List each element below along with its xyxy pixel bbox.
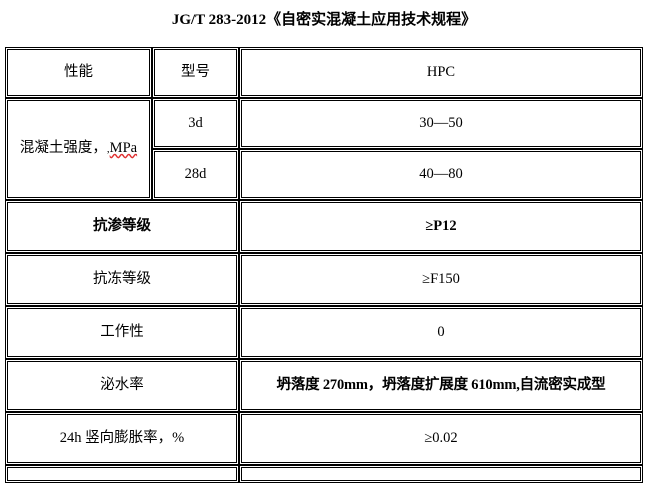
document-page: JG/T 283-2012《自密实混凝土应用技术规程》 性能 型号 HPC 混凝… — [5, 12, 643, 483]
cell-value-workability: 0 — [239, 306, 643, 359]
row-label-vertical-expansion-24h: 24h 竖向膨胀率，% — [5, 412, 239, 465]
row-label-bleeding-rate: 泌水率 — [5, 359, 239, 412]
clipped-row-label-cell — [5, 465, 239, 483]
cell-value-impermeability-grade: ≥P12 — [239, 200, 643, 253]
specification-table: 性能 型号 HPC 混凝土强度，,MPa 3d 30—50 28d 40—80 … — [5, 47, 643, 483]
row-label-concrete-strength: 混凝土强度，,MPa — [5, 98, 152, 200]
table-row: 抗渗等级 ≥P12 — [5, 200, 643, 253]
table-row-clipped — [5, 465, 643, 483]
table-row: 24h 竖向膨胀率，% ≥0.02 — [5, 412, 643, 465]
clipped-row-value-cell — [239, 465, 643, 483]
cell-model-3d: 3d — [152, 98, 239, 149]
header-cell-performance: 性能 — [5, 47, 152, 98]
table-row: 抗冻等级 ≥F150 — [5, 253, 643, 306]
table-row: 泌水率 坍落度 270mm，坍落度扩展度 610mm,自流密实成型 — [5, 359, 643, 412]
cell-model-28d: 28d — [152, 149, 239, 200]
cell-value-frost-resistance-grade: ≥F150 — [239, 253, 643, 306]
row-label-frost-resistance-grade: 抗冻等级 — [5, 253, 239, 306]
cell-value-bleeding-rate: 坍落度 270mm，坍落度扩展度 610mm,自流密实成型 — [239, 359, 643, 412]
table-row: 28d 40—80 — [5, 149, 643, 200]
table-header-row: 性能 型号 HPC — [5, 47, 643, 98]
table-row: 工作性 0 — [5, 306, 643, 359]
cell-value-strength-28d: 40—80 — [239, 149, 643, 200]
concrete-strength-text: 混凝土强度， — [19, 140, 107, 157]
stray-comma-mark: , — [106, 143, 110, 156]
page-title: JG/T 283-2012《自密实混凝土应用技术规程》 — [171, 12, 477, 28]
cell-value-vertical-expansion-24h: ≥0.02 — [239, 412, 643, 465]
misspelled-unit-mpa: MPa — [109, 140, 138, 157]
row-label-workability: 工作性 — [5, 306, 239, 359]
header-cell-hpc: HPC — [239, 47, 643, 98]
table-row: 混凝土强度，,MPa 3d 30—50 — [5, 98, 643, 200]
cell-value-strength-3d: 30—50 — [239, 98, 643, 149]
header-cell-model: 型号 — [152, 47, 239, 98]
row-label-impermeability-grade: 抗渗等级 — [5, 200, 239, 253]
